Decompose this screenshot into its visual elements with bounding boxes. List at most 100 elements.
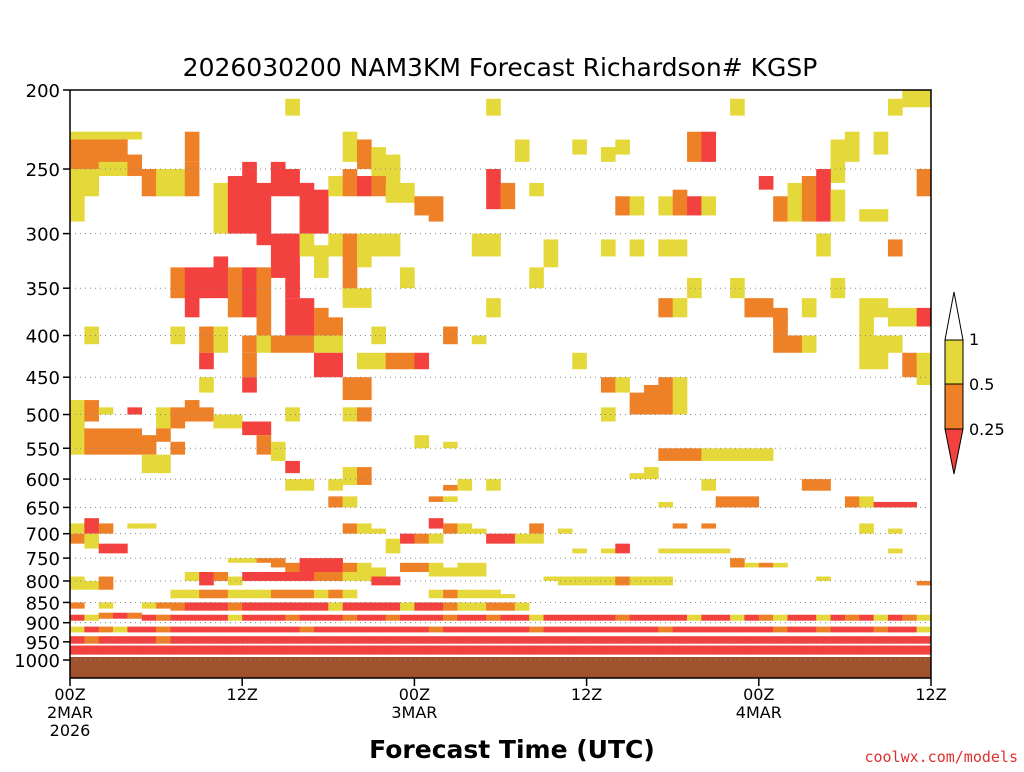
ri-cell [429,627,444,633]
ri-cell [716,496,731,507]
ri-cell [300,183,315,234]
ri-cell [127,613,142,619]
ri-cell [170,169,185,196]
ri-cell [515,534,530,544]
ri-cell [127,428,142,454]
ri-cell [113,428,128,454]
x-tick-label: 00Z [743,685,774,704]
ri-cell [99,646,114,655]
ri-cell [859,298,874,335]
ri-cell [271,615,286,621]
ri-cell [357,407,372,421]
ri-cell [242,422,257,436]
ri-cell [759,563,774,568]
ri-cell [70,646,85,655]
ri-cell [558,636,573,644]
ri-cell [730,615,745,621]
chart-title: 2026030200 NAM3KM Forecast Richardson# K… [183,53,818,82]
ri-cell [630,615,645,621]
ri-cell [357,636,372,644]
ri-cell [802,176,817,222]
ri-cell [572,549,587,554]
ri-cell [687,278,702,298]
ri-cell [314,636,329,644]
ri-cell [142,636,157,644]
ri-cell [257,267,272,335]
ri-cell [70,615,85,621]
ri-cell [587,627,602,633]
ri-cell [99,577,114,590]
y-tick-label: 550 [26,439,60,460]
ri-cell [386,155,401,183]
ri-cell [314,558,329,572]
ri-cell [673,239,688,256]
y-tick-label: 600 [26,470,60,491]
ri-cell [285,636,300,644]
ri-cell [859,209,874,221]
ri-cell [601,549,616,554]
ri-cell [816,234,831,257]
ri-cell [587,615,602,621]
ri-cell [501,615,516,621]
ri-cell [84,518,99,534]
ri-cell [228,590,243,599]
x-axis-title: Forecast Time (UTC) [369,735,655,764]
ri-cell [257,183,272,245]
ri-cell [831,615,846,621]
ri-cell [917,627,932,633]
ri-cell [285,646,300,655]
ri-cell [687,448,702,461]
ri-cell [558,627,573,633]
y-tick-label: 700 [26,525,60,546]
ri-cell [429,646,444,655]
legend-label: 0.5 [969,375,994,394]
ri-cell [386,234,401,257]
ri-cell [845,615,860,621]
ri-cell [156,636,171,644]
ri-cell [888,529,903,534]
ri-cell [572,353,587,369]
ri-cell [414,627,429,633]
ri-cell [228,615,243,621]
ri-cell [744,615,759,621]
ri-cell [156,407,171,428]
ri-cell [701,196,716,215]
ri-cell [572,636,587,644]
ri-cell [357,646,372,655]
ri-cell [744,636,759,644]
ri-cell [744,448,759,461]
ri-cell [874,502,889,507]
ri-cell [343,169,358,196]
ri-cell [759,627,774,633]
ri-cell [501,636,516,644]
ri-cell [414,646,429,655]
ri-cell [343,377,358,400]
ri-cell [300,558,315,572]
ri-cell [457,627,472,633]
ri-cell [371,627,386,633]
ri-cell [228,627,243,633]
ri-cell [716,627,731,633]
ri-cell [443,523,458,533]
ri-cell [285,602,300,610]
ri-cell [529,615,544,621]
ri-cell [443,567,458,576]
ri-cell [242,377,257,392]
ri-cell [257,422,272,436]
ri-cell [357,615,372,621]
ri-cell [917,615,932,621]
ri-cell [170,646,185,655]
ri-cell [113,613,128,619]
ri-cell [271,162,286,196]
ri-cell [529,523,544,533]
ri-cell [486,615,501,621]
ri-cell [156,615,171,621]
ri-cell [888,636,903,644]
ri-cell [170,442,185,455]
ri-cell [156,646,171,655]
ri-cell [84,132,99,140]
ri-cell [314,615,329,621]
ri-cell [84,636,99,644]
ri-cell [701,448,716,461]
ri-cell [242,602,257,610]
